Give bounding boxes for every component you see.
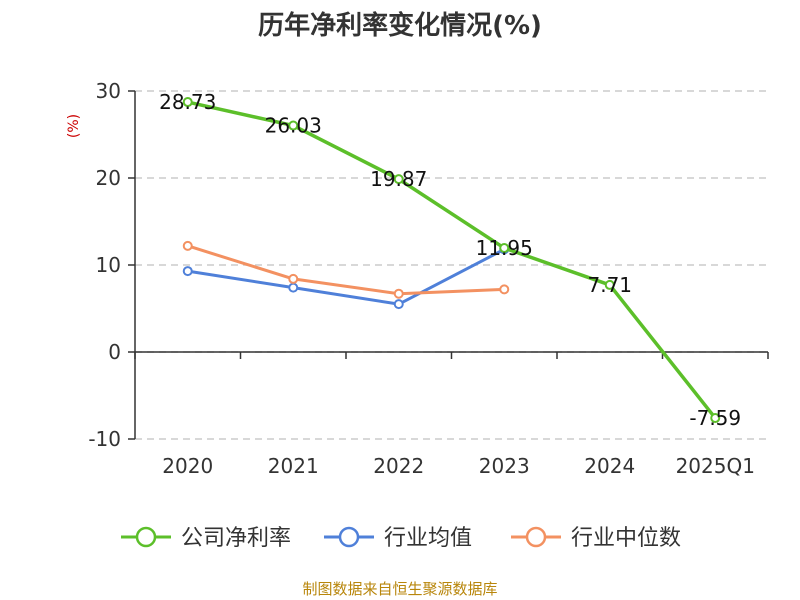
legend-swatch-marker-0: [135, 526, 157, 548]
data-label: 26.03: [265, 114, 322, 138]
series-2-point-0: [182, 240, 193, 251]
data-label: 11.95: [476, 236, 533, 260]
series-0-point-0: [182, 97, 193, 108]
series-line-0: [187, 100, 717, 420]
series-2-point-3: [499, 284, 510, 295]
series-2-point-2: [393, 288, 404, 299]
series-line-1: [187, 248, 505, 306]
series-0-point-5: [710, 413, 721, 424]
series-0-point-2: [393, 174, 404, 185]
legend-swatch-marker-2: [525, 526, 547, 548]
x-tick-label: 2025Q1: [676, 454, 755, 478]
legend-swatch-marker-1: [338, 526, 360, 548]
series-2-point-1: [288, 273, 299, 284]
x-tick-label: 2020: [162, 454, 213, 478]
legend-label-2: 行业中位数: [571, 526, 681, 551]
data-label: 28.73: [159, 90, 216, 114]
x-tick-label: 2021: [268, 454, 319, 478]
y-axis-label: (%): [66, 114, 82, 138]
series-1-point-0: [182, 266, 193, 277]
y-tick-label: 30: [96, 79, 121, 103]
series-1-point-1: [288, 282, 299, 293]
x-tick-labels: 2020 2021 2022 2023 2024 2025Q1: [162, 454, 755, 478]
grid-lines: [135, 90, 768, 440]
series-0-point-4: [604, 279, 615, 290]
series-0-point-3: [499, 243, 510, 254]
data-label: 19.87: [370, 167, 427, 191]
legend-label-1: 行业均值: [384, 526, 472, 551]
data-label: -7.59: [689, 406, 741, 430]
data-label: 7.71: [587, 273, 632, 297]
legend-label-0: 公司净利率: [181, 526, 291, 551]
y-tick-label: -10: [88, 427, 121, 451]
data-labels: 28.73 26.03 19.87 11.95 7.71 -7.59: [159, 90, 741, 430]
series-line-2: [187, 244, 505, 296]
chart-title: 历年净利率变化情况(%): [258, 10, 542, 41]
y-tick-label: 0: [108, 340, 121, 364]
x-tick-label: 2023: [479, 454, 530, 478]
series-0-point-1: [288, 120, 299, 131]
y-tick-label: 10: [96, 253, 121, 277]
y-tick-label: 20: [96, 166, 121, 190]
source-note: 制图数据来自恒生聚源数据库: [302, 580, 497, 598]
series-1-point-2: [393, 299, 404, 310]
x-tick-label: 2024: [584, 454, 635, 478]
y-tick-labels: 30 20 10 0 -10: [88, 79, 121, 451]
legend: 公司净利率 行业均值 行业中位数: [121, 526, 681, 551]
x-tick-label: 2022: [373, 454, 424, 478]
series-group: [182, 97, 721, 424]
